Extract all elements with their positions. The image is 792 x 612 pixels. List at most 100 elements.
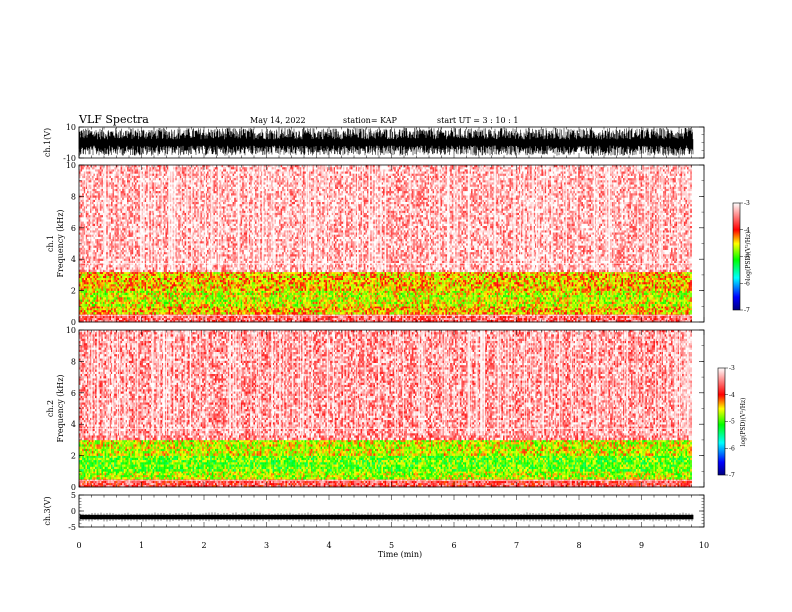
- ch1-spec-cell: [407, 295, 409, 298]
- ch1-spec-cell: [242, 310, 244, 313]
- ch1-spec-cell: [464, 290, 467, 294]
- ch1-spec-cell: [287, 292, 289, 296]
- ch1-spec-cell: [375, 308, 377, 311]
- ch1-spec-cell: [95, 292, 97, 296]
- ch1-spec-cell: [317, 316, 320, 319]
- ch1-spec-cell: [307, 308, 310, 311]
- ch1-spec-cell: [378, 312, 380, 315]
- ch1-spec-cell: [352, 295, 355, 298]
- ch1-spec-cell: [138, 312, 140, 315]
- ch1-spec-cell: [570, 320, 572, 323]
- ch1-spec-cell: [631, 310, 633, 313]
- ch1-spec-cell: [210, 297, 212, 300]
- ch1-spec-cell: [327, 295, 329, 298]
- ch1-spec-cell: [227, 306, 230, 309]
- ch1-spec-cell: [195, 320, 198, 323]
- ch1-spec-cell: [335, 320, 337, 323]
- ch1-spec-cell: [216, 290, 219, 294]
- ch1-spec-cell: [583, 295, 585, 298]
- ch1-spec-cell: [219, 292, 222, 296]
- ch1-spec-cell: [210, 320, 212, 323]
- ch1-spec-cell: [453, 297, 456, 300]
- ch1-spec-cell: [335, 312, 337, 315]
- ch1-spec-cell: [226, 316, 228, 319]
- ch1-spec-cell: [554, 320, 556, 323]
- ch1-spec-cell: [331, 308, 334, 311]
- ch1-spec-cell: [456, 290, 459, 294]
- ch1-spec-cell: [130, 297, 132, 300]
- ch1-spec-cell: [427, 292, 430, 296]
- ch1-spec-cell: [573, 295, 576, 298]
- ch1-spec-cell: [127, 312, 129, 315]
- ch1-spec-cell: [226, 292, 228, 296]
- ch1-spec-cell: [522, 292, 524, 296]
- ch1-spec-cell: [467, 308, 470, 311]
- ch1-spec-cell: [485, 310, 488, 313]
- ch1-spec-cell: [562, 316, 564, 319]
- ch1-spec-cell: [415, 306, 417, 309]
- ch1-spec-cell: [675, 290, 678, 294]
- ch1-spec-cell: [381, 297, 384, 300]
- ch1-spec-cell: [399, 290, 401, 294]
- ch1-spec-cell: [101, 316, 104, 319]
- ch1-spec-cell: [498, 292, 500, 296]
- ch1-spec-cell: [359, 310, 361, 313]
- ch1-spec-cell: [491, 295, 494, 298]
- ch1-spec-cell: [471, 308, 473, 311]
- ch1-spec-cell: [384, 292, 387, 296]
- ch1-spec-cell: [277, 306, 280, 309]
- ch1-spec-cell: [111, 320, 113, 323]
- ch1-spec-cell: [578, 292, 580, 296]
- ch1-spec-cell: [328, 310, 331, 313]
- ch1-spec-cell: [600, 308, 603, 311]
- ch1-spec-cell: [562, 297, 564, 300]
- ch1-spec-cell: [112, 312, 115, 315]
- ch1-spec-cell: [346, 316, 348, 319]
- ch1-spec-cell: [242, 297, 244, 300]
- ch1-spec-cell: [475, 290, 478, 294]
- ch1-spec-cell: [253, 316, 256, 319]
- ch1-spec-cell: [115, 297, 118, 300]
- ch1-spec-cell: [139, 297, 142, 300]
- ch1-spec-cell: [240, 297, 243, 300]
- ch1-spec-cell: [235, 297, 238, 300]
- ch1-spec-cell: [331, 306, 334, 309]
- ch1-spec-cell: [231, 312, 233, 315]
- ch1-spec-cell: [253, 297, 256, 300]
- ch1-spec-cell: [271, 299, 273, 303]
- ch1-spec-cell: [651, 292, 654, 296]
- ch1-spec-cell: [245, 299, 248, 303]
- ch1-spec-cell: [181, 295, 184, 298]
- ch1-spec-cell: [471, 318, 473, 321]
- ch1-spec-cell: [399, 295, 401, 298]
- ch1-spec-cell: [365, 310, 368, 313]
- ch1-spec-cell: [472, 306, 475, 309]
- ch1-spec-cell: [82, 310, 84, 313]
- ch1-spec-cell: [626, 310, 628, 313]
- ch1-spec-cell: [163, 312, 166, 315]
- ch1-spec-cell: [549, 316, 552, 319]
- ch1-spec-cell: [437, 320, 440, 323]
- ch1-spec-cell: [251, 320, 254, 323]
- ch1-spec-cell: [627, 310, 630, 313]
- ch1-spec-cell: [243, 295, 246, 298]
- ch1-spec-cell: [274, 297, 276, 300]
- ch1-spec-cell: [407, 312, 409, 315]
- ch1-spec-cell: [223, 295, 225, 298]
- ch1-spec-cell: [680, 290, 683, 294]
- ch1-spec-cell: [680, 316, 683, 319]
- ch1-spec-cell: [482, 312, 484, 315]
- ch1-spec-cell: [115, 306, 118, 309]
- ch1-spec-cell: [386, 316, 388, 319]
- ch1-spec-cell: [680, 306, 683, 309]
- ch1-spec-cell: [653, 316, 656, 319]
- ch1-spec-cell: [493, 299, 496, 303]
- ch1-spec-cell: [551, 308, 553, 311]
- ch1-spec-cell: [179, 316, 182, 319]
- ch1-spec-cell: [419, 308, 422, 311]
- ch1-spec-cell: [229, 310, 232, 313]
- ch1-spec-cell: [80, 318, 83, 321]
- ch1-spec-cell: [403, 295, 406, 298]
- ch1-spec-cell: [362, 310, 364, 313]
- ch1-spec-cell: [343, 292, 345, 296]
